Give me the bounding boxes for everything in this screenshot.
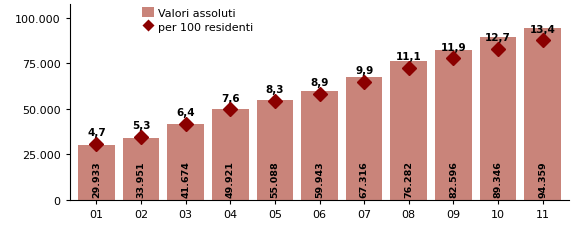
Bar xyxy=(257,100,293,200)
Bar xyxy=(167,124,204,200)
Text: 11,9: 11,9 xyxy=(440,42,466,52)
Text: 76.282: 76.282 xyxy=(404,161,413,197)
Bar xyxy=(212,109,249,200)
Text: 5,3: 5,3 xyxy=(132,121,150,131)
Bar xyxy=(435,50,472,200)
Text: 4,7: 4,7 xyxy=(87,128,106,138)
Text: 94.359: 94.359 xyxy=(538,161,547,197)
Text: 55.088: 55.088 xyxy=(270,161,279,197)
Text: 9,9: 9,9 xyxy=(355,66,373,76)
Text: 6,4: 6,4 xyxy=(177,108,195,118)
Text: 13,4: 13,4 xyxy=(530,25,555,35)
Bar xyxy=(78,146,115,200)
Text: 33.951: 33.951 xyxy=(137,161,146,197)
Text: 12,7: 12,7 xyxy=(485,33,511,43)
Text: 11,1: 11,1 xyxy=(396,52,422,62)
Text: 67.316: 67.316 xyxy=(360,161,369,197)
Text: 82.596: 82.596 xyxy=(449,161,458,197)
Legend: Valori assoluti, per 100 residenti: Valori assoluti, per 100 residenti xyxy=(140,6,256,35)
Bar xyxy=(390,62,427,200)
Bar xyxy=(480,38,517,200)
Text: 8,9: 8,9 xyxy=(310,78,329,88)
Bar xyxy=(346,78,382,200)
Bar xyxy=(302,91,338,200)
Text: 7,6: 7,6 xyxy=(221,93,239,103)
Bar xyxy=(123,138,159,200)
Text: 29.933: 29.933 xyxy=(92,161,101,197)
Bar xyxy=(524,29,561,200)
Text: 59.943: 59.943 xyxy=(315,161,324,197)
Text: 41.674: 41.674 xyxy=(181,161,190,197)
Text: 89.346: 89.346 xyxy=(493,161,503,197)
Text: 49.921: 49.921 xyxy=(226,161,235,197)
Text: 8,3: 8,3 xyxy=(266,85,284,95)
